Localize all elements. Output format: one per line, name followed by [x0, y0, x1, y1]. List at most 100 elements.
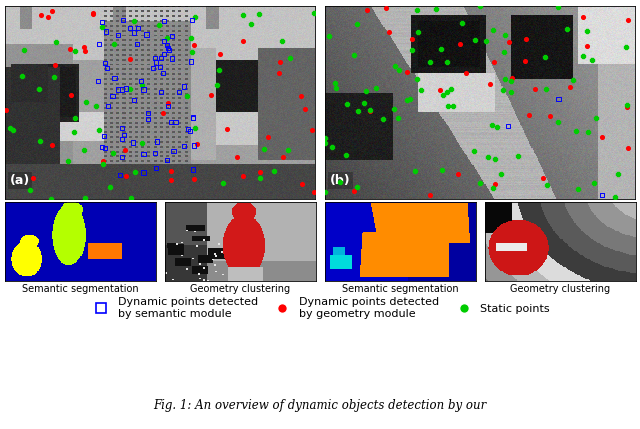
Point: [125, 24, 135, 31]
Point: [232, 154, 243, 160]
Point: [340, 151, 351, 158]
Point: [185, 127, 195, 134]
Point: [132, 41, 143, 48]
Point: [320, 139, 330, 146]
Point: [115, 172, 125, 179]
Point: [70, 115, 81, 122]
Point: [205, 92, 216, 99]
Point: [554, 4, 564, 11]
Point: [69, 128, 79, 135]
Point: [179, 143, 189, 150]
Point: [49, 73, 59, 80]
Point: [436, 166, 447, 173]
Point: [353, 107, 364, 114]
Point: [554, 119, 564, 126]
Point: [106, 184, 116, 190]
Point: [190, 124, 200, 131]
Point: [97, 18, 108, 25]
Point: [246, 20, 256, 27]
Point: [218, 180, 228, 187]
Point: [173, 89, 184, 96]
Point: [500, 76, 510, 82]
Point: [470, 37, 480, 44]
Point: [371, 84, 381, 91]
Point: [263, 133, 273, 140]
Point: [255, 169, 265, 176]
Point: [94, 127, 104, 133]
Point: [141, 31, 152, 38]
Point: [394, 115, 404, 122]
Point: [79, 43, 89, 50]
Point: [453, 171, 463, 178]
Point: [254, 11, 264, 18]
Point: [34, 86, 44, 93]
Point: [138, 151, 148, 157]
Point: [186, 35, 196, 42]
Point: [278, 154, 288, 160]
Point: [154, 21, 164, 28]
Text: Fig. 1: An overview of dynamic objects detection by our: Fig. 1: An overview of dynamic objects d…: [154, 399, 486, 412]
Point: [103, 103, 113, 109]
Point: [49, 62, 60, 69]
Point: [116, 86, 127, 93]
Point: [443, 103, 453, 109]
Point: [156, 54, 166, 61]
Point: [222, 126, 232, 133]
Point: [431, 6, 441, 13]
Point: [150, 54, 160, 61]
Point: [79, 47, 90, 54]
Point: [578, 52, 588, 59]
Point: [562, 25, 572, 32]
Point: [621, 103, 632, 110]
Point: [70, 47, 81, 54]
Point: [268, 168, 278, 175]
Point: [79, 194, 90, 201]
Point: [88, 10, 98, 17]
Point: [156, 89, 166, 96]
Point: [296, 93, 307, 100]
Point: [8, 127, 19, 133]
Point: [126, 194, 136, 201]
Point: [276, 38, 287, 45]
Point: [148, 65, 158, 72]
Point: [159, 50, 169, 57]
Point: [530, 86, 540, 93]
Point: [504, 39, 514, 45]
Point: [101, 28, 111, 35]
Point: [613, 171, 623, 178]
Point: [410, 168, 420, 175]
Point: [416, 87, 426, 94]
Point: [187, 48, 197, 55]
Point: [108, 93, 118, 100]
Point: [25, 186, 35, 193]
Point: [320, 134, 330, 141]
Point: [275, 59, 285, 66]
Point: [436, 45, 446, 52]
Point: [98, 157, 108, 164]
Point: [128, 139, 138, 146]
Point: [335, 178, 345, 185]
Point: [125, 86, 135, 93]
Point: [19, 46, 29, 53]
Point: [100, 60, 110, 67]
Point: [119, 131, 129, 138]
Point: [448, 103, 458, 109]
Point: [541, 86, 551, 93]
Point: [349, 51, 359, 58]
Point: [407, 36, 417, 42]
Point: [163, 103, 173, 109]
Point: [412, 7, 422, 14]
Point: [162, 157, 172, 163]
Point: [564, 83, 575, 90]
Point: [362, 88, 372, 95]
Point: [36, 12, 46, 18]
Point: [394, 66, 404, 73]
Point: [151, 164, 161, 171]
Point: [499, 48, 509, 55]
Point: [215, 50, 225, 57]
Point: [116, 124, 127, 131]
Point: [188, 115, 198, 122]
Point: [138, 86, 148, 93]
Point: [413, 29, 423, 36]
Point: [330, 79, 340, 86]
